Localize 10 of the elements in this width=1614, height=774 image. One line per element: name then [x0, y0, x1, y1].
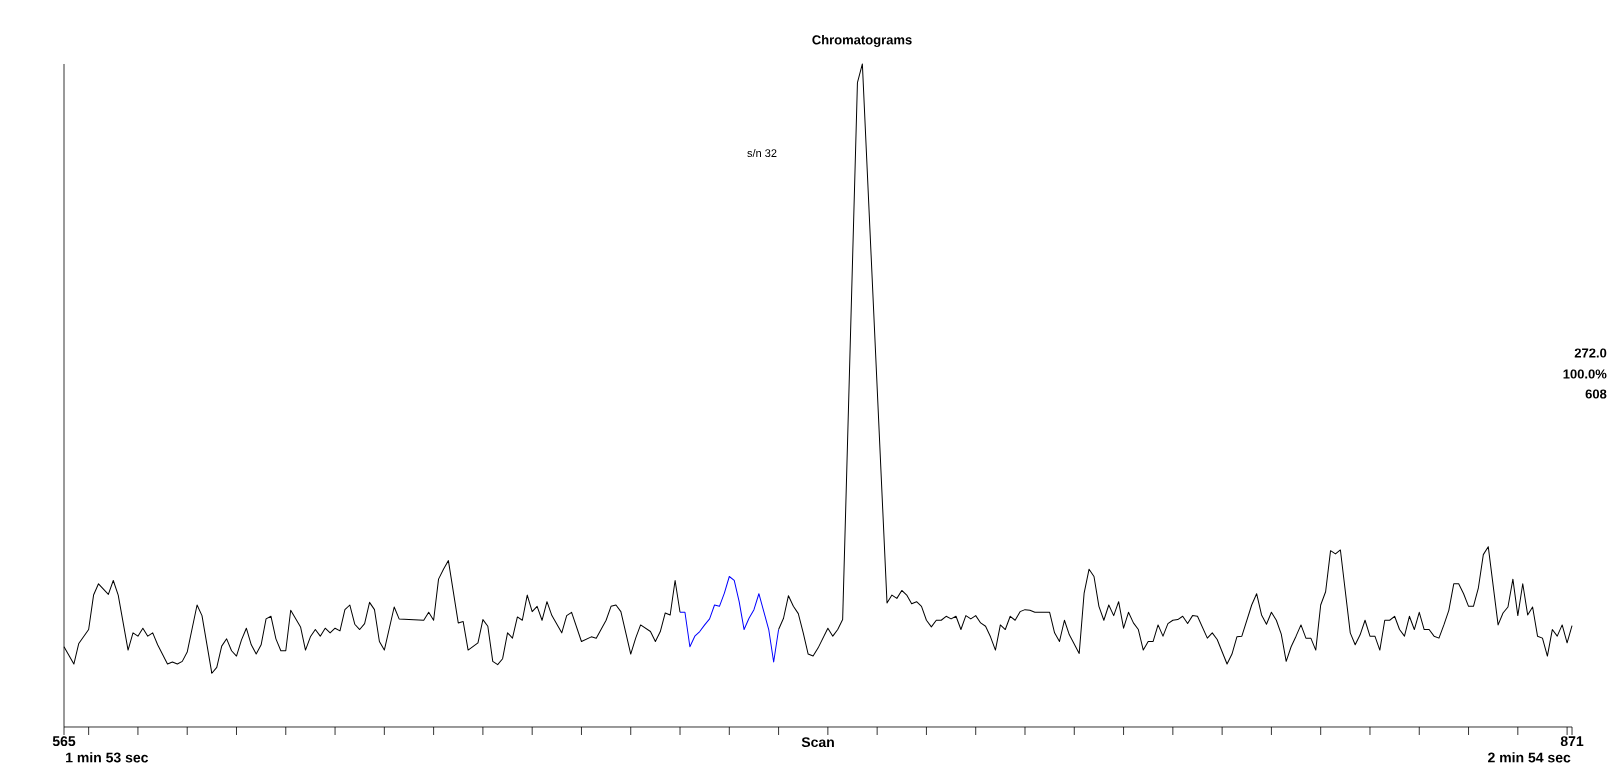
text: 608: [1585, 389, 1607, 399]
x-axis-title: Scan: [801, 737, 834, 748]
x-tick-label: 871: [1560, 736, 1584, 747]
text: 2 min 54 sec: [1488, 752, 1571, 763]
text: 1 min 53 sec: [66, 752, 149, 763]
text: 272.0: [1574, 348, 1607, 358]
x-tick-label: 565: [52, 736, 76, 747]
annotation: 100.0%: [1563, 369, 1607, 379]
chart-title: Chromatograms: [812, 34, 912, 48]
annotation: s/n 32: [747, 148, 777, 158]
